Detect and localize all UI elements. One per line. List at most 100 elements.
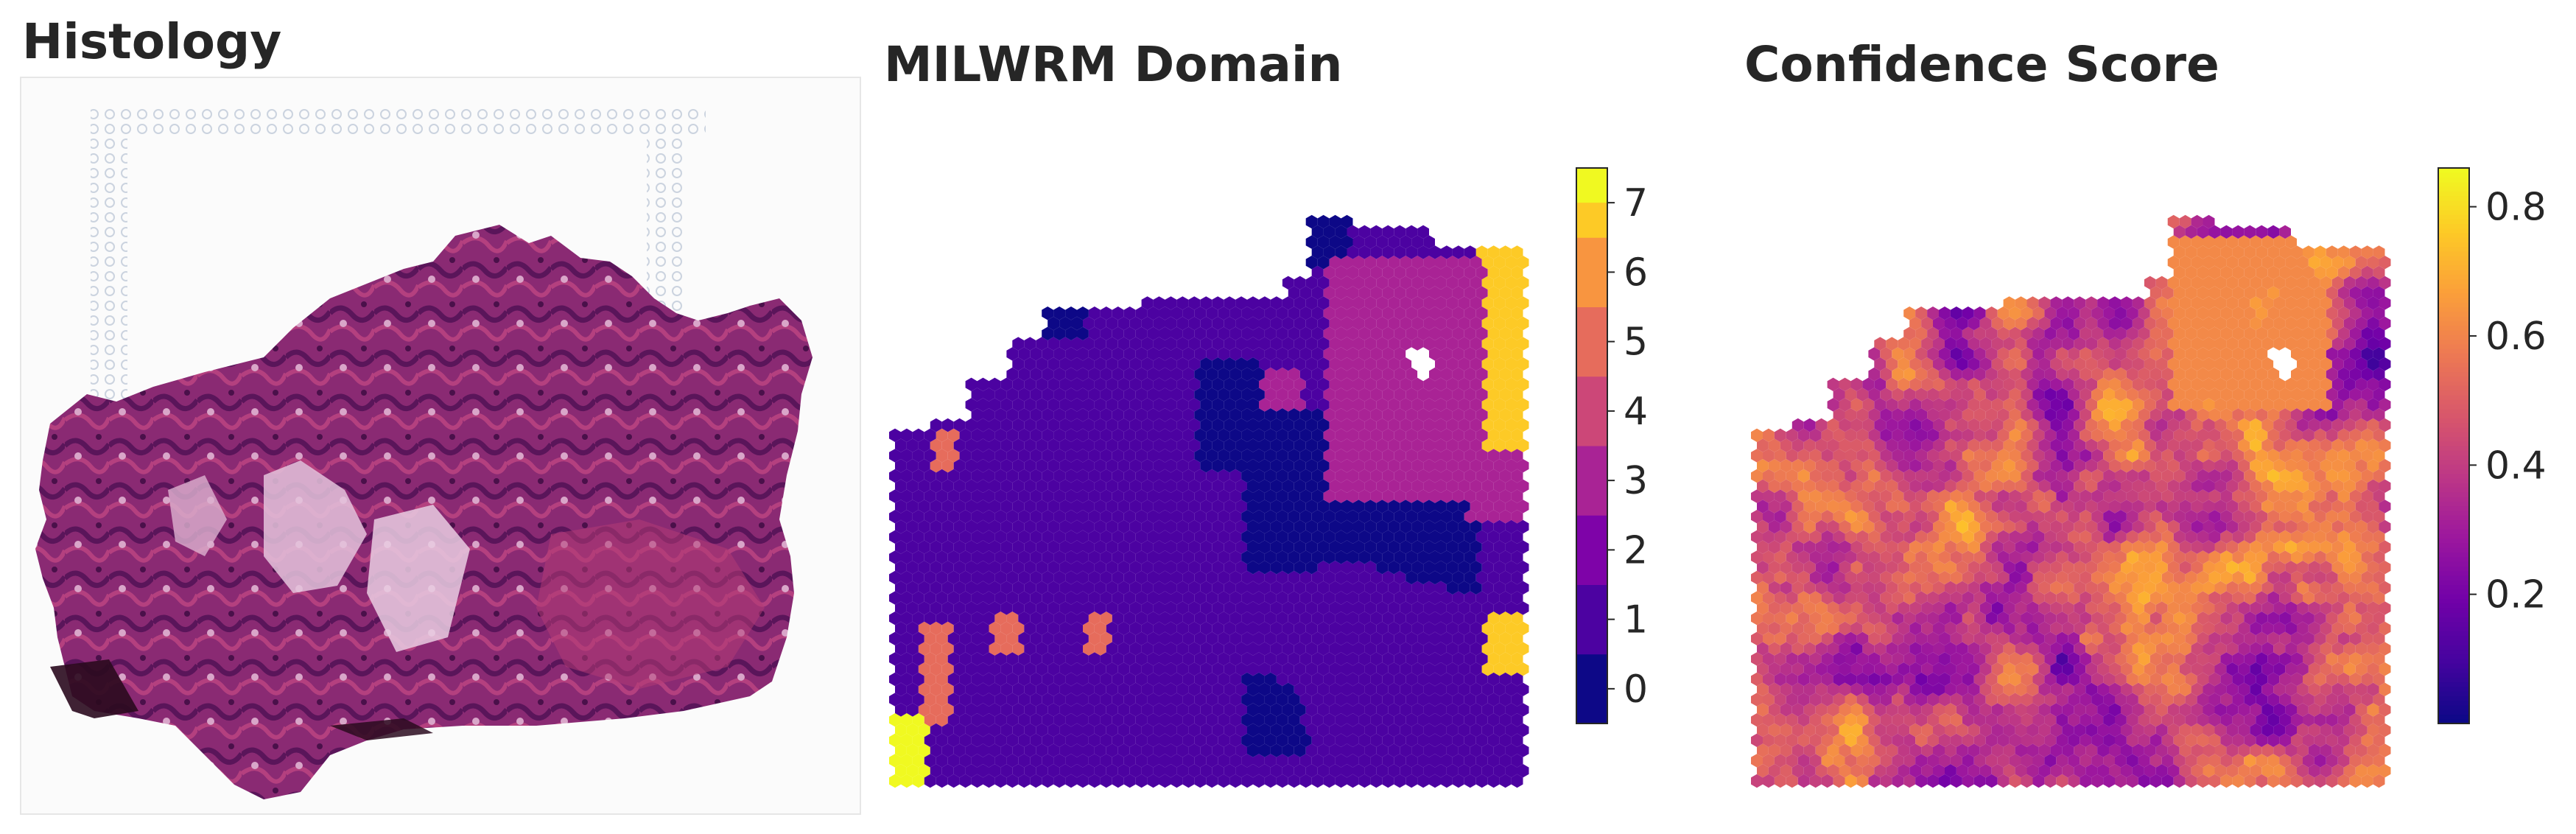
- spot: [1915, 550, 1928, 564]
- spot: [2032, 388, 2045, 402]
- spot: [2326, 530, 2338, 544]
- spot: [1264, 693, 1277, 707]
- spot: [2303, 489, 2314, 503]
- spot: [1364, 519, 1377, 534]
- spot: [1065, 631, 1077, 645]
- spot: [983, 754, 995, 768]
- spot: [2138, 510, 2150, 524]
- spot: [1411, 703, 1424, 717]
- spot: [1470, 316, 1482, 331]
- spot: [2208, 388, 2221, 402]
- spot: [2314, 449, 2326, 463]
- spot: [2232, 550, 2245, 564]
- spot: [1435, 337, 1447, 351]
- spot: [1394, 408, 1406, 422]
- spot: [2367, 438, 2379, 452]
- spot: [1123, 408, 1136, 422]
- spot: [1176, 337, 1189, 351]
- spot: [2173, 510, 2186, 524]
- spot: [1962, 774, 1974, 788]
- spot: [994, 428, 1007, 442]
- spot: [1803, 561, 1816, 575]
- spot: [1973, 733, 1986, 747]
- spot: [1317, 256, 1330, 270]
- spot: [1229, 347, 1242, 361]
- spot: [2074, 601, 2086, 615]
- spot: [1945, 459, 1956, 473]
- spot: [2167, 723, 2180, 737]
- spot: [1845, 612, 1857, 626]
- spot: [2121, 764, 2133, 778]
- spot: [1446, 438, 1459, 452]
- spot: [1229, 774, 1242, 788]
- spot: [1376, 519, 1389, 534]
- spot: [1036, 601, 1048, 615]
- spot: [959, 733, 972, 747]
- spot: [1077, 612, 1089, 626]
- spot: [2244, 733, 2256, 747]
- spot: [1012, 601, 1025, 615]
- spot: [906, 561, 919, 575]
- spot: [2297, 743, 2309, 757]
- spot: [983, 631, 995, 645]
- spot: [2261, 357, 2274, 371]
- spot: [2167, 337, 2180, 351]
- spot: [1323, 469, 1336, 483]
- spot: [1862, 500, 1875, 514]
- spot: [1059, 703, 1071, 717]
- spot: [1147, 570, 1159, 585]
- spot: [2044, 754, 2057, 768]
- spot: [1388, 621, 1400, 636]
- spot: [1452, 550, 1464, 564]
- spot: [989, 601, 1001, 615]
- spot: [1909, 682, 1922, 696]
- spot: [1106, 357, 1118, 371]
- spot: [1376, 540, 1389, 554]
- spot: [2155, 743, 2168, 757]
- spot: [1282, 438, 1294, 452]
- spot: [1933, 703, 1945, 717]
- spot: [1511, 693, 1523, 707]
- spot: [2367, 459, 2379, 473]
- spot: [1065, 367, 1077, 382]
- spot: [1429, 612, 1441, 626]
- spot: [1224, 662, 1236, 676]
- spot: [2361, 713, 2373, 727]
- domain-title: MILWRM Domain: [884, 36, 1343, 93]
- spot: [2349, 530, 2362, 544]
- spot: [930, 438, 942, 452]
- spot: [1047, 561, 1060, 575]
- spot: [1505, 377, 1517, 391]
- spot: [1481, 519, 1494, 534]
- spot: [1370, 672, 1383, 687]
- spot: [924, 612, 936, 626]
- spot: [1294, 662, 1306, 676]
- spot: [1441, 449, 1453, 463]
- spot: [1176, 561, 1189, 575]
- spot: [1053, 570, 1066, 585]
- spot: [1903, 774, 1916, 788]
- spot: [2138, 530, 2150, 544]
- spot: [1370, 428, 1383, 442]
- spot: [1206, 489, 1218, 503]
- spot: [1886, 459, 1898, 473]
- spot: [1042, 530, 1054, 544]
- spot: [1850, 398, 1863, 412]
- spot: [1481, 296, 1494, 310]
- spot: [1903, 469, 1916, 483]
- spot: [1053, 326, 1066, 340]
- spot: [2308, 459, 2320, 473]
- spot: [1411, 337, 1424, 351]
- spot: [2267, 713, 2280, 727]
- spot: [1898, 662, 1910, 676]
- spot: [1012, 418, 1025, 432]
- spot: [2208, 449, 2221, 463]
- spot: [1370, 612, 1383, 626]
- spot: [2015, 398, 2027, 412]
- spot: [2320, 540, 2332, 554]
- spot: [1809, 428, 1822, 442]
- spot: [2121, 682, 2133, 696]
- spot: [1176, 316, 1189, 331]
- spot: [1400, 479, 1412, 493]
- spot: [2373, 510, 2385, 524]
